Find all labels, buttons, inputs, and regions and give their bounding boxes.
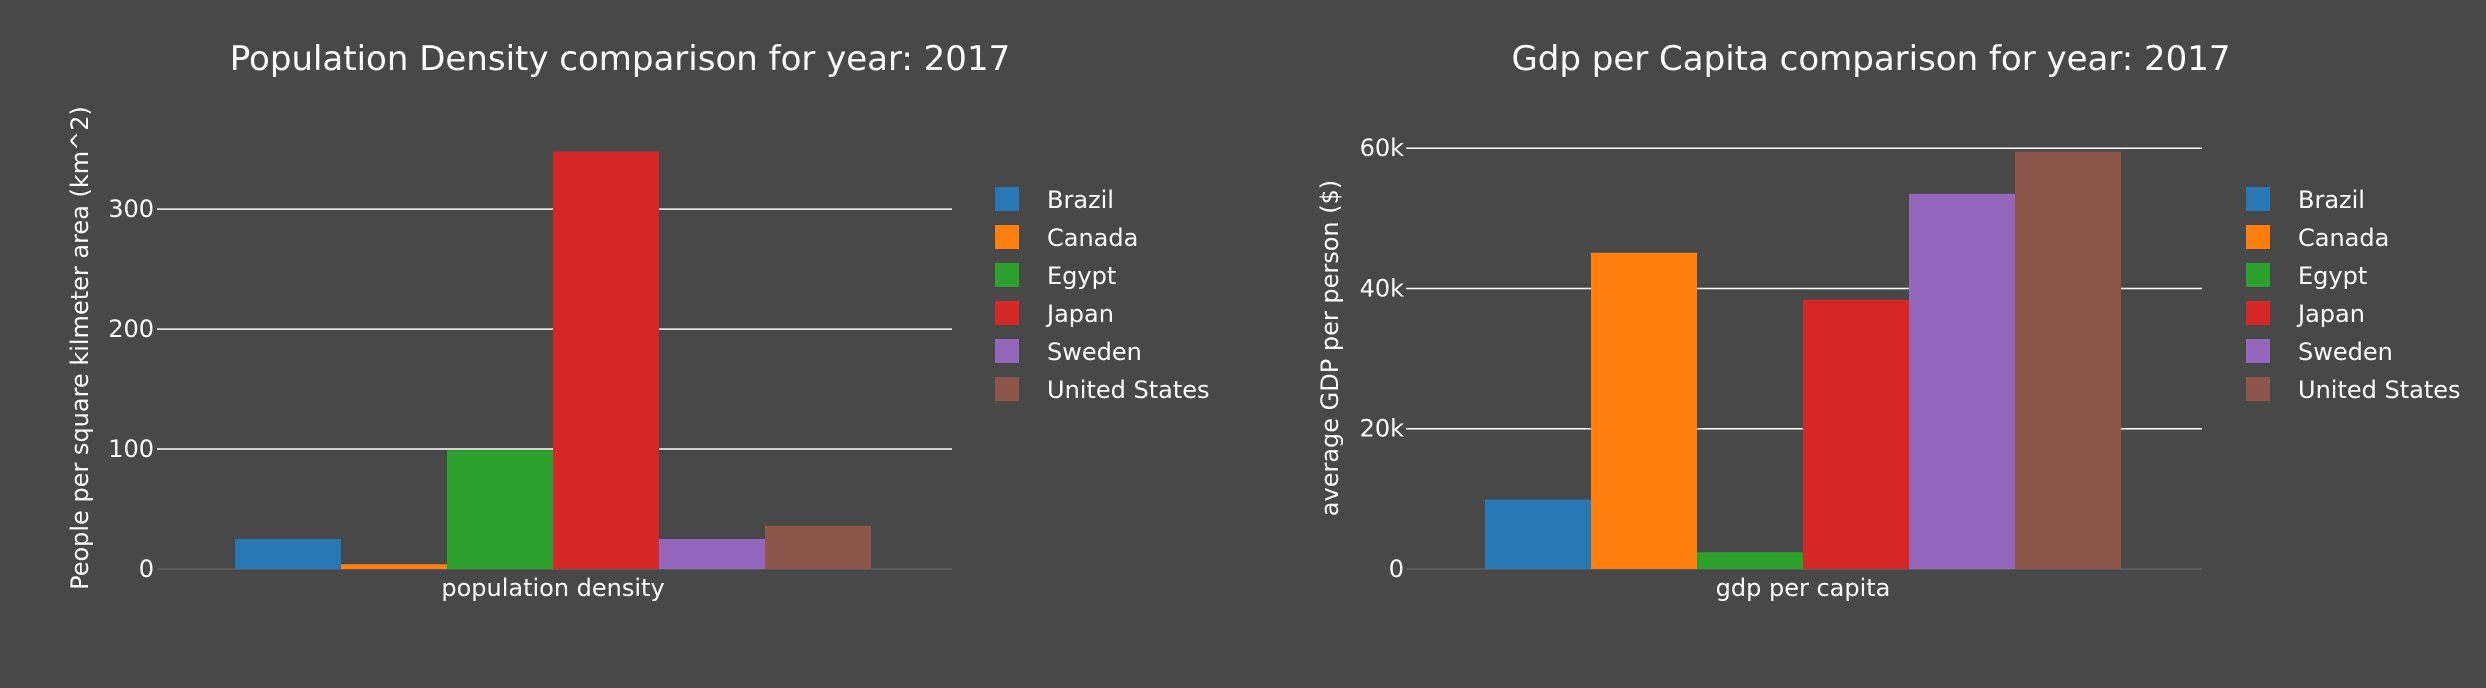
legend-swatch [2246,187,2270,211]
bar-egypt[interactable] [447,450,553,569]
chart-title: Gdp per Capita comparison for year: 2017 [1511,39,2230,79]
legend-swatch [2246,225,2270,249]
legend-item[interactable]: Egypt [2246,262,2367,290]
y-axis-title: People per square kilmeter area (km^2) [66,106,94,590]
bars [1485,151,2121,570]
gdp-per-capita-chart: Gdp per Capita comparison for year: 2017… [1316,39,2461,602]
legend-label: Japan [2296,300,2365,328]
bar-japan[interactable] [1803,299,1909,569]
legend-item[interactable]: Japan [995,300,1114,328]
legend-label: Brazil [2298,186,2365,214]
legend-item[interactable]: Sweden [995,338,1142,366]
legend-item[interactable]: Egypt [995,262,1116,290]
legend-label: Egypt [2298,262,2367,290]
legend-swatch [2246,377,2270,401]
legend-label: Japan [1045,300,1114,328]
legend-swatch [2246,339,2270,363]
bar-canada[interactable] [1591,252,1697,570]
bar-united-states[interactable] [2015,151,2121,569]
bar-brazil[interactable] [235,539,341,569]
legend-swatch [995,263,1019,287]
bar-sweden[interactable] [659,539,765,569]
y-tick-label: 200 [108,315,154,343]
chart-title: Population Density comparison for year: … [230,39,1010,79]
x-axis-title: gdp per capita [1716,574,1891,602]
legend-swatch [995,339,1019,363]
bar-canada[interactable] [341,564,447,569]
legend-label: United States [2298,376,2461,404]
legend-item[interactable]: Canada [995,224,1138,252]
y-tick-labels: 0 20k 40k 60k [1360,134,1405,583]
legend-label: Sweden [2298,338,2393,366]
legend-label: United States [1047,376,1210,404]
legend-swatch [995,301,1019,325]
y-tick-label: 0 [139,555,154,583]
population-density-chart: Population Density comparison for year: … [66,39,1210,602]
bar-japan[interactable] [553,151,659,570]
bars [235,151,871,570]
bar-sweden[interactable] [1909,193,2015,570]
bar-brazil[interactable] [1485,499,1591,569]
y-axis-title: average GDP per person ($) [1316,180,1344,516]
legend-swatch [2246,301,2270,325]
y-tick-label: 40k [1360,274,1405,302]
legend-item[interactable]: Brazil [995,186,1114,214]
y-tick-label: 100 [108,435,154,463]
y-tick-label: 0 [1389,555,1404,583]
bar-egypt[interactable] [1697,552,1803,569]
legend-label: Canada [2298,224,2389,252]
legend-label: Canada [1047,224,1138,252]
legend-item[interactable]: United States [2246,376,2461,404]
legend-swatch [995,377,1019,401]
y-tick-label: 300 [108,195,154,223]
y-tick-label: 20k [1360,415,1405,443]
legend-label: Egypt [1047,262,1116,290]
legend-item[interactable]: United States [995,376,1210,404]
legend: Brazil Canada Egypt Japan Sweden United State… [995,186,1210,404]
legend-swatch [995,225,1019,249]
y-tick-label: 60k [1360,134,1405,162]
x-axis-title: population density [441,574,664,602]
legend-item[interactable]: Brazil [2246,186,2365,214]
legend-item[interactable]: Canada [2246,224,2389,252]
y-tick-labels: 0 100 200 300 [108,195,154,583]
bar-united-states[interactable] [765,525,871,569]
legend-item[interactable]: Sweden [2246,338,2393,366]
legend-label: Sweden [1047,338,1142,366]
legend-item[interactable]: Japan [2246,300,2365,328]
legend: Brazil Canada Egypt Japan Sweden United State… [2246,186,2461,404]
legend-swatch [2246,263,2270,287]
legend-label: Brazil [1047,186,1114,214]
legend-swatch [995,187,1019,211]
